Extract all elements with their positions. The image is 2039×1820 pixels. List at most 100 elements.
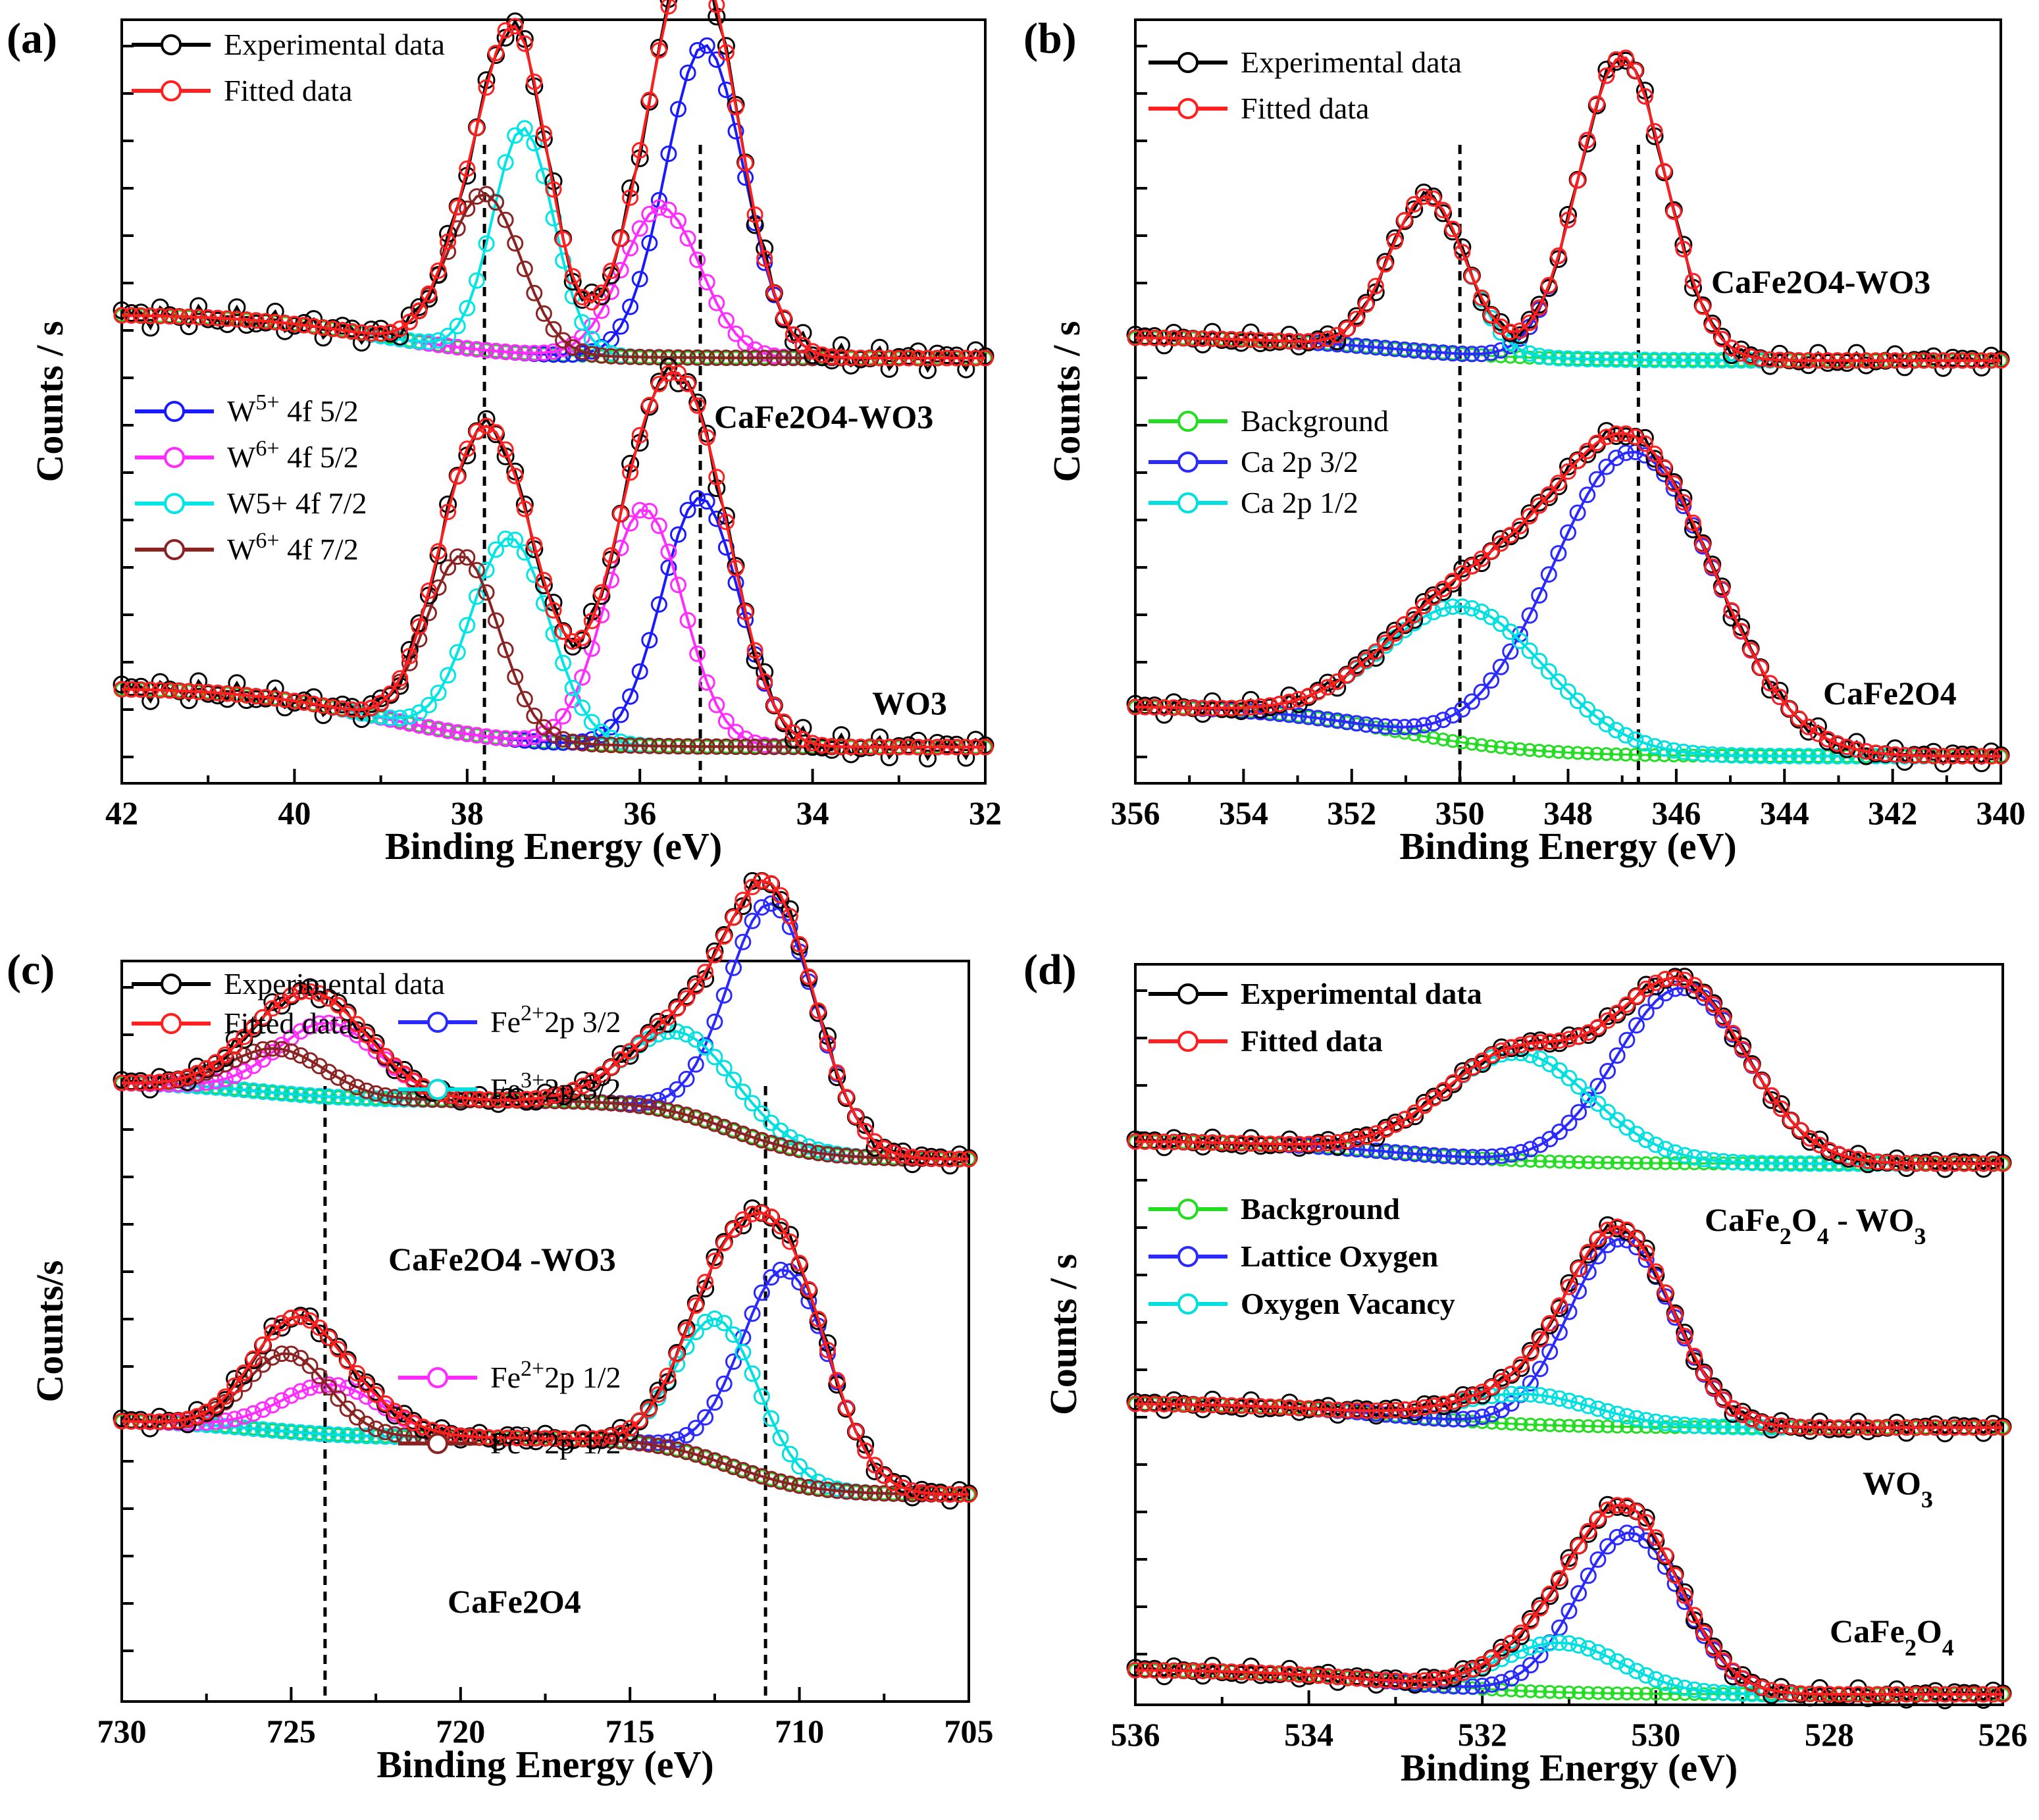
component-peak-marker-p2 [1675, 351, 1692, 369]
component-peak-marker-p4 [735, 1462, 752, 1479]
fitted-marker [1291, 1135, 1308, 1153]
fitted-marker [1223, 330, 1240, 348]
background-marker [1523, 1154, 1537, 1168]
fitted-marker [919, 350, 936, 367]
fitted-marker [1609, 1218, 1626, 1235]
component-peak-marker-p2 [1705, 1418, 1722, 1435]
component-peak-marker-p3 [555, 654, 572, 671]
fitted-marker [330, 1341, 347, 1358]
fitted-marker [1888, 1155, 1905, 1172]
fitted-marker [1743, 1411, 1761, 1428]
fitted-marker [1493, 1042, 1510, 1059]
component-peak-marker-p4 [775, 350, 792, 367]
fitted-marker [1867, 352, 1884, 369]
fitted-marker [1809, 352, 1826, 369]
fitted-marker [535, 125, 552, 142]
experimental-marker [1232, 334, 1251, 352]
fitted-marker [1925, 352, 1942, 369]
component-peak-marker-p2 [1540, 349, 1557, 366]
component-peak-marker-p2 [1704, 746, 1721, 763]
fitted-marker [255, 1336, 271, 1353]
fitted-marker [565, 1430, 582, 1447]
component-peak-marker-p1 [669, 1081, 686, 1098]
experimental-marker [1493, 1368, 1510, 1387]
experimental-marker [508, 1087, 527, 1106]
component-peak-marker-p2 [708, 696, 725, 714]
fitted-marker [1763, 1416, 1780, 1433]
component-peak-marker-p2 [1647, 1413, 1665, 1430]
experimental-marker [470, 1424, 488, 1442]
component-peak-marker-p2 [791, 1458, 808, 1475]
experimental-marker [1386, 1669, 1405, 1688]
legend-label: W6+ 4f 5/2 [227, 436, 359, 475]
component-peak-marker-p1 [1415, 343, 1432, 360]
x-tick-label: 350 [1435, 794, 1485, 831]
component-peak-marker-p2 [753, 1105, 770, 1122]
component-peak-marker-p1 [1503, 1146, 1520, 1163]
fitted-marker [1532, 1331, 1549, 1348]
legend-swatch-marker [161, 974, 182, 995]
fitted-marker [1734, 1041, 1751, 1058]
component-peak-marker-p2 [1473, 604, 1490, 620]
fitted-marker [670, 365, 686, 382]
fitted-marker [1675, 240, 1692, 257]
fitted-marker [1917, 1419, 1934, 1436]
fitted-marker [772, 887, 789, 904]
y-axis-title: Counts/s [28, 1261, 71, 1403]
fitted-marker [1290, 333, 1307, 350]
component-peak-marker-p4 [574, 735, 591, 752]
fitted-marker [537, 1089, 554, 1106]
fitted-marker [1973, 352, 1990, 369]
experimental-marker [957, 748, 975, 767]
component-peak-marker-p3 [449, 644, 466, 661]
sample-label: WO3 [872, 685, 947, 721]
fitted-marker [813, 737, 831, 754]
fitted-marker [910, 350, 927, 367]
component-peak-marker-p1 [1580, 1264, 1597, 1281]
fitted-marker [1695, 1365, 1713, 1382]
component-peak-marker-p4 [753, 1468, 770, 1485]
fitted-marker [852, 739, 869, 756]
experimental-marker [228, 298, 246, 317]
component-peak-marker-p1 [1290, 708, 1307, 724]
fitted-marker [315, 697, 332, 714]
component-peak-marker-p4 [866, 1484, 883, 1501]
fitted-marker [471, 1428, 488, 1445]
experimental-marker [1194, 1137, 1212, 1156]
fitted-marker [1676, 1328, 1693, 1345]
fitted-marker [900, 350, 917, 367]
component-peak-marker-p2 [1550, 673, 1567, 690]
component-peak-marker-p2 [1656, 740, 1673, 757]
component-peak-marker-p4 [706, 1115, 723, 1132]
component-peak-marker-p2 [1657, 1675, 1674, 1691]
fitted-marker [509, 1430, 526, 1447]
component-peak-marker-p4 [622, 737, 639, 754]
fitted-marker [1733, 623, 1749, 640]
experimental-marker [880, 748, 898, 767]
sample-label-part: O [1792, 1201, 1817, 1238]
component-peak-marker-p2 [1609, 1405, 1626, 1422]
experimental-marker [1328, 679, 1347, 697]
fitted-marker [1694, 298, 1711, 315]
fitted-line [1135, 976, 2003, 1165]
fitted-marker [1752, 659, 1769, 676]
fitted-marker [480, 1429, 498, 1446]
background-marker [1658, 1686, 1672, 1701]
fitted-marker [1713, 330, 1730, 348]
fitted-marker [612, 230, 629, 247]
fitted-marker [1435, 1395, 1453, 1413]
component-peak-marker-p2 [1561, 1392, 1578, 1409]
fitted-marker [689, 397, 706, 414]
component-peak-marker-p3 [564, 679, 581, 696]
fitted-marker [296, 694, 313, 711]
component-peak-marker-p4 [358, 1415, 375, 1432]
fitted-marker [785, 326, 802, 343]
experimental-marker [1386, 229, 1404, 247]
background-marker [1601, 1419, 1615, 1434]
component-peak-marker-p2 [421, 719, 437, 736]
fitted-marker [349, 1016, 365, 1033]
fitted-marker [1840, 1419, 1857, 1436]
fitted-marker [1444, 221, 1461, 238]
fitted-marker [631, 1034, 648, 1051]
component-peak-marker-p1 [1484, 1676, 1501, 1693]
